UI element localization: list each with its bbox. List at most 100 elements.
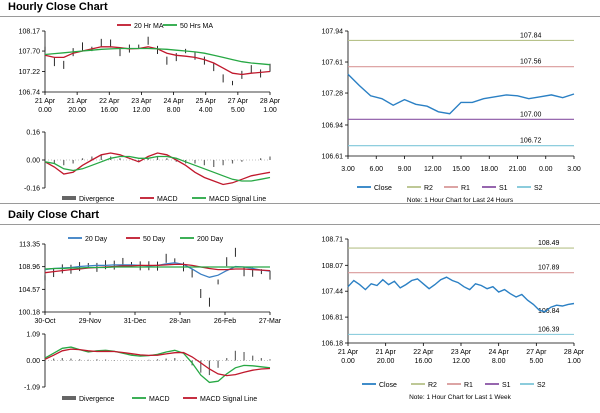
hourly-price-y-tick-label: 106.74 — [19, 90, 41, 97]
daily-price-legend-label: 20 Day — [85, 236, 108, 243]
hourly-macd-y-tick-label: -0.16 — [24, 186, 40, 193]
hourly-price-x-tick-label: 20.00 — [68, 107, 86, 114]
daily-pivot-level-label: 107.89 — [538, 265, 560, 272]
hourly-price-x-tick-label: 28 Apr — [260, 98, 281, 105]
daily-pivot-y-tick-label: 106.18 — [322, 341, 344, 348]
daily-price-x-tick-label: 26-Feb — [214, 318, 236, 325]
hourly-pivot-y-tick-label: 107.28 — [322, 91, 344, 98]
daily-macd-signal-line — [44, 348, 271, 377]
hourly-price-x-tick-label: 8.00 — [167, 107, 181, 114]
daily-price-x-tick-label: 30-Oct — [34, 318, 55, 325]
daily-pivot-level-label: 106.39 — [538, 326, 560, 333]
hourly-macd-legend-swatch — [62, 196, 76, 200]
hourly-pivot-legend-label: R2 — [424, 185, 433, 192]
daily-pivot-x-tick-label: 21 Apr — [376, 349, 397, 356]
hourly-pivot-close-line — [347, 73, 575, 115]
daily-price-y-tick-label: 100.18 — [19, 310, 41, 317]
hourly-pivot-legend-label: R1 — [461, 185, 470, 192]
hourly-section-title: Hourly Close Chart — [8, 1, 108, 13]
daily-price-x-tick-label: 31-Dec — [124, 318, 147, 325]
daily-pivot-close-line — [347, 276, 575, 313]
daily-pivot-y-tick-label: 106.81 — [322, 315, 344, 322]
daily-pivot-y-tick-label: 108.07 — [322, 263, 344, 270]
daily-pivot-x-tick-label: 16.00 — [415, 358, 433, 365]
hourly-pivot-x-tick-label: 9.00 — [398, 166, 412, 173]
hourly-price-x-tick-label: 22 Apr — [99, 98, 120, 105]
daily-pivot-x-tick-label: 12.00 — [452, 358, 470, 365]
daily-pivot-x-tick-label: 23 Apr — [451, 349, 472, 356]
hourly-pivot-legend-label: Close — [374, 185, 392, 192]
daily-section-rule — [0, 224, 600, 225]
hourly-pivot-note: Note: 1 Hour Chart for Last 24 Hours — [407, 197, 514, 204]
daily-pivot-legend-label: Close — [379, 382, 397, 389]
hourly-pivot-x-tick-label: 18.00 — [480, 166, 498, 173]
hourly-price-x-tick-label: 12.00 — [133, 107, 151, 114]
hourly-pivot-y-tick-label: 107.94 — [322, 29, 344, 36]
daily-pivot-note: Note: 1 Hour Chart for Last 1 Week — [409, 394, 512, 401]
daily-pivot-x-tick-label: 21 Apr — [338, 349, 359, 356]
hourly-price-x-tick-label: 4.00 — [199, 107, 213, 114]
daily-pivot-x-tick-label: 22 Apr — [413, 349, 434, 356]
hourly-price-x-tick-label: 5.00 — [231, 107, 245, 114]
daily-macd-line — [44, 346, 271, 384]
hourly-pivot-y-tick-label: 107.61 — [322, 60, 344, 67]
daily-pivot-x-tick-label: 27 Apr — [526, 349, 547, 356]
hourly-price-x-tick-label: 27 Apr — [228, 98, 249, 105]
hourly-pivot-level-label: 107.84 — [520, 32, 542, 39]
daily-macd-y-tick-label: 1.09 — [26, 332, 40, 339]
daily-pivot-x-tick-label: 24 Apr — [489, 349, 510, 356]
daily-section-title: Daily Close Chart — [8, 209, 100, 221]
hourly-macd-legend-label: MACD Signal Line — [209, 196, 266, 203]
hourly-pivot-x-tick-label: 12.00 — [424, 166, 442, 173]
daily-pivot-legend-label: S2 — [537, 382, 546, 389]
hourly-price-y-tick-label: 108.17 — [19, 29, 41, 36]
hourly-price-x-tick-label: 16.00 — [101, 107, 119, 114]
daily-pivot-x-tick-label: 1.00 — [567, 358, 581, 365]
hourly-macd-y-tick-label: 0.00 — [26, 158, 40, 165]
hourly-price-legend-label: 20 Hr MA — [134, 23, 164, 30]
daily-pivot-x-tick-label: 5.00 — [530, 358, 544, 365]
daily-pivot-y-tick-label: 107.44 — [322, 289, 344, 296]
daily-price-y-tick-label: 113.35 — [19, 242, 40, 249]
hourly-pivot-level-label: 107.00 — [520, 111, 542, 118]
hourly-price-legend-label: 50 Hrs MA — [180, 23, 213, 30]
daily-pivot-x-tick-label: 28 Apr — [564, 349, 585, 356]
daily-price-y-tick-label: 104.57 — [19, 287, 41, 294]
daily-macd-legend-swatch — [62, 396, 76, 400]
daily-macd-y-tick-label: 0.00 — [26, 358, 40, 365]
section-divider — [0, 203, 600, 204]
hourly-pivot-level-label: 106.72 — [520, 138, 542, 145]
hourly-price-x-tick-label: 25 Apr — [196, 98, 217, 105]
daily-pivot-legend-label: R1 — [464, 382, 473, 389]
daily-pivot-legend-label: R2 — [428, 382, 437, 389]
daily-200-day-line — [44, 266, 270, 270]
daily-macd-legend-label: MACD — [149, 396, 170, 403]
daily-price-x-tick-label: 28-Jan — [169, 318, 191, 325]
hourly-macd-signal-line — [44, 155, 271, 182]
hourly-price-x-tick-label: 21 Apr — [67, 98, 88, 105]
daily-price-x-tick-label: 29-Nov — [79, 318, 102, 325]
hourly-price-x-tick-label: 24 Apr — [163, 98, 184, 105]
hourly-pivot-x-tick-label: 0.00 — [539, 166, 553, 173]
hourly-pivot-y-tick-label: 106.94 — [322, 122, 344, 129]
hourly-macd-line — [44, 152, 271, 186]
hourly-pivot-x-tick-label: 15.00 — [452, 166, 470, 173]
hourly-pivot-x-tick-label: 3.00 — [567, 166, 581, 173]
daily-price-x-tick-label: 27-Mar — [259, 318, 282, 325]
daily-pivot-level-label: 106.84 — [538, 308, 560, 315]
hourly-price-y-tick-label: 107.70 — [19, 49, 41, 56]
daily-price-legend-label: 50 Day — [143, 236, 166, 243]
hourly-50hrs-ma-line — [44, 47, 271, 66]
hourly-pivot-legend-label: S1 — [499, 185, 508, 192]
daily-pivot-x-tick-label: 0.00 — [341, 358, 355, 365]
hourly-pivot-x-tick-label: 21.00 — [509, 166, 527, 173]
hourly-price-x-tick-label: 1.00 — [263, 107, 277, 114]
daily-macd-legend-label: Divergence — [79, 396, 115, 403]
hourly-price-x-tick-label: 23 Apr — [131, 98, 152, 105]
hourly-price-y-tick-label: 107.22 — [19, 69, 41, 76]
hourly-pivot-x-tick-label: 3.00 — [341, 166, 355, 173]
daily-pivot-level-label: 108.49 — [538, 240, 560, 247]
hourly-pivot-y-tick-label: 106.61 — [322, 154, 344, 161]
hourly-macd-y-tick-label: 0.16 — [26, 130, 40, 137]
